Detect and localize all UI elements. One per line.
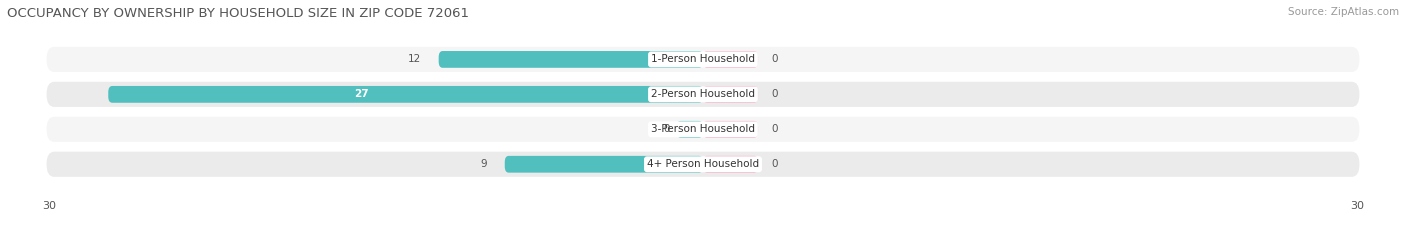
FancyBboxPatch shape xyxy=(46,47,1360,72)
Text: 0: 0 xyxy=(664,124,669,134)
FancyBboxPatch shape xyxy=(703,121,758,138)
FancyBboxPatch shape xyxy=(676,121,703,138)
Text: 2-Person Household: 2-Person Household xyxy=(651,89,755,99)
Text: 30: 30 xyxy=(42,201,56,211)
Text: Source: ZipAtlas.com: Source: ZipAtlas.com xyxy=(1288,7,1399,17)
FancyBboxPatch shape xyxy=(703,86,758,103)
Text: 0: 0 xyxy=(772,124,778,134)
Text: OCCUPANCY BY OWNERSHIP BY HOUSEHOLD SIZE IN ZIP CODE 72061: OCCUPANCY BY OWNERSHIP BY HOUSEHOLD SIZE… xyxy=(7,7,470,20)
Text: 9: 9 xyxy=(481,159,486,169)
FancyBboxPatch shape xyxy=(108,86,703,103)
Text: 0: 0 xyxy=(772,55,778,64)
Text: 0: 0 xyxy=(772,159,778,169)
FancyBboxPatch shape xyxy=(46,117,1360,142)
Text: 3-Person Household: 3-Person Household xyxy=(651,124,755,134)
Text: 27: 27 xyxy=(354,89,368,99)
FancyBboxPatch shape xyxy=(703,156,758,173)
Text: 0: 0 xyxy=(772,89,778,99)
Text: 12: 12 xyxy=(408,55,420,64)
FancyBboxPatch shape xyxy=(703,51,758,68)
FancyBboxPatch shape xyxy=(46,82,1360,107)
FancyBboxPatch shape xyxy=(505,156,703,173)
Legend: Owner-occupied, Renter-occupied: Owner-occupied, Renter-occupied xyxy=(583,230,823,233)
FancyBboxPatch shape xyxy=(46,152,1360,177)
Text: 30: 30 xyxy=(1350,201,1364,211)
FancyBboxPatch shape xyxy=(439,51,703,68)
Text: 4+ Person Household: 4+ Person Household xyxy=(647,159,759,169)
Text: 1-Person Household: 1-Person Household xyxy=(651,55,755,64)
